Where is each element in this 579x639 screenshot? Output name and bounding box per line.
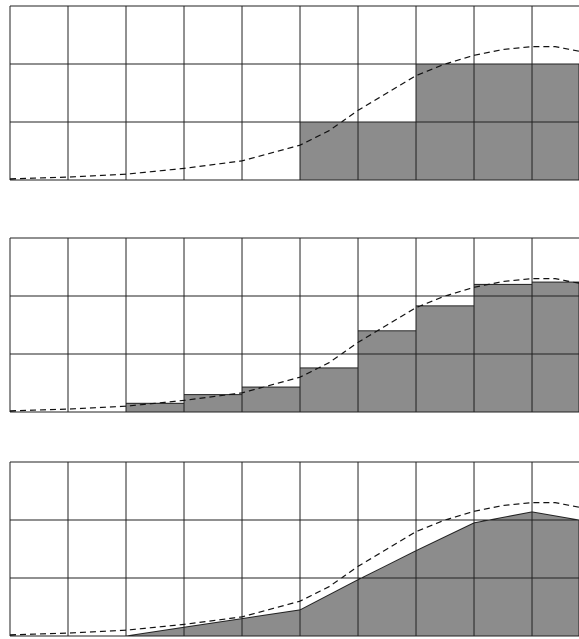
- bar: [125, 402, 185, 413]
- dashed-curve: [9, 502, 579, 636]
- dashed-curve: [9, 278, 579, 412]
- bar: [531, 281, 579, 413]
- bar: [357, 330, 417, 413]
- dashed-curve: [9, 46, 579, 180]
- bar: [473, 283, 533, 413]
- bar: [415, 305, 475, 413]
- bar: [299, 367, 359, 413]
- area: [10, 511, 579, 637]
